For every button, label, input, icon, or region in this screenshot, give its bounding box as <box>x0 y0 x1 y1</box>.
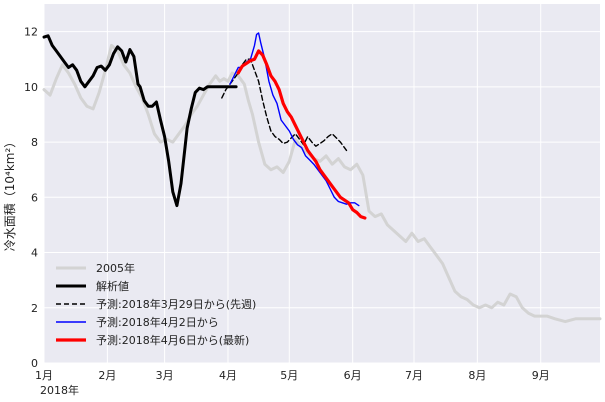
series-line-4 <box>236 49 367 220</box>
x-year-label: 2018年 <box>40 383 79 397</box>
y-tick-label: 6 <box>31 191 38 204</box>
x-tick-label: 3月 <box>156 369 174 382</box>
series-line-3 <box>229 32 360 207</box>
series-line-2 <box>221 58 348 152</box>
plot-area <box>44 4 600 363</box>
y-axis-label: 冷水面積（10⁴km²） <box>2 136 17 252</box>
y-tick-label: 10 <box>24 81 38 94</box>
legend-label-0: 2005年 <box>96 261 135 275</box>
x-tick-label: 5月 <box>280 369 298 382</box>
x-tick-labels: 1月 2月 3月 4月 5月 6月 7月 8月 9月 <box>35 369 550 382</box>
y-tick-label: 4 <box>31 247 38 260</box>
y-tick-label: 2 <box>31 302 38 315</box>
y-tick-label: 0 <box>31 357 38 370</box>
y-tick-label: 8 <box>31 136 38 149</box>
y-tick-label: 12 <box>24 26 38 39</box>
series-line-1 <box>42 34 238 208</box>
x-tick-label: 8月 <box>468 369 486 382</box>
x-tick-label: 6月 <box>344 369 362 382</box>
y-tick-labels: 0 2 4 6 8 10 12 <box>24 26 38 370</box>
x-tick-label: 2月 <box>98 369 116 382</box>
legend-label-2: 予測:2018年3月29日から(先週) <box>96 297 256 311</box>
x-tick-label: 7月 <box>405 369 423 382</box>
legend-label-1: 解析値 <box>96 279 129 293</box>
x-tick-label: 4月 <box>219 369 237 382</box>
series-lines <box>42 32 602 324</box>
legend-label-3: 予測:2018年4月2日から <box>96 315 219 329</box>
legend-label-4: 予測:2018年4月6日から(最新) <box>96 333 249 347</box>
series-line-0 <box>42 43 602 324</box>
x-tick-label: 9月 <box>532 369 550 382</box>
x-tick-label: 1月 <box>35 369 53 382</box>
